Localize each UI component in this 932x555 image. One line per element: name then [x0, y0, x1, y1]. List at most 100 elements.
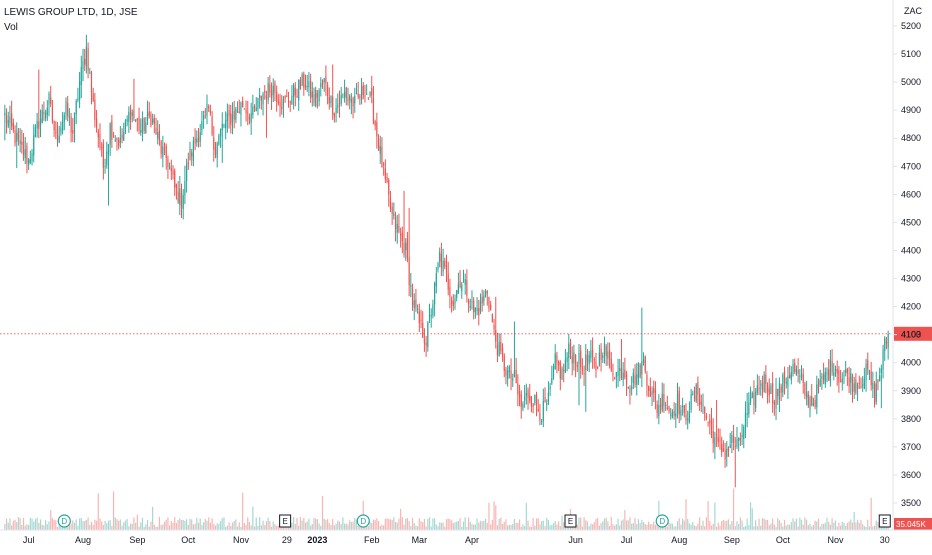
- candle-body: [46, 107, 48, 115]
- volume-bar: [648, 521, 650, 530]
- volume-bar: [709, 520, 711, 530]
- candle-body: [16, 132, 18, 142]
- volume-bar: [738, 523, 740, 530]
- volume-bar: [590, 523, 592, 530]
- volume-bar: [841, 521, 843, 530]
- volume-bar: [846, 522, 848, 530]
- candle-body: [462, 281, 465, 283]
- volume-bar: [811, 526, 813, 530]
- candle-body: [755, 391, 757, 409]
- candle-body: [440, 253, 443, 268]
- candle-body: [622, 372, 624, 380]
- volume-bar: [442, 522, 444, 530]
- volume-bar: [253, 526, 256, 530]
- candle-body: [328, 96, 330, 104]
- volume-bar: [267, 517, 269, 530]
- candle-body: [783, 370, 786, 383]
- candle-body: [503, 355, 505, 371]
- candle-body: [73, 112, 76, 133]
- volume-bar: [749, 502, 752, 530]
- candle-body: [612, 373, 614, 376]
- volume-bar: [313, 517, 315, 530]
- candle-body: [99, 133, 101, 148]
- candle-body: [501, 347, 504, 356]
- candle-body: [838, 370, 840, 384]
- candle-body: [420, 319, 422, 321]
- earnings-marker[interactable]: [878, 514, 891, 528]
- earnings-marker[interactable]: [564, 514, 577, 528]
- volume-bar: [22, 518, 25, 530]
- chart-title: LEWIS GROUP LTD, 1D, JSE: [4, 7, 138, 18]
- volume-bar: [265, 521, 268, 530]
- volume-bar: [138, 526, 140, 530]
- volume-bar: [320, 525, 322, 530]
- chart-legend: LEWIS GROUP LTD, 1D, JSE Vol: [4, 5, 138, 35]
- volume-bar: [525, 502, 527, 530]
- volume-bar: [467, 517, 470, 530]
- dividend-marker[interactable]: [655, 514, 669, 528]
- x-tick-label: Feb: [364, 535, 380, 545]
- x-tick-label: Sep: [724, 535, 740, 545]
- volume-bar: [354, 518, 356, 530]
- volume-bar: [520, 526, 522, 530]
- candle-body: [799, 375, 801, 377]
- earnings-marker[interactable]: [279, 514, 292, 528]
- volume-bar: [406, 518, 409, 530]
- candle-body: [880, 368, 882, 373]
- volume-bar: [383, 525, 385, 530]
- candle-body: [834, 369, 837, 372]
- volume-bar: [38, 522, 40, 530]
- candle-body: [659, 404, 662, 408]
- volume-bar: [799, 517, 801, 530]
- candle-body: [189, 148, 191, 161]
- candle-body: [84, 58, 86, 65]
- candle-body: [394, 216, 397, 230]
- volume-bar: [462, 521, 465, 530]
- volume-bar: [213, 523, 215, 530]
- volume-bar: [107, 520, 110, 530]
- dividend-marker[interactable]: [57, 514, 71, 528]
- candle-body: [393, 213, 395, 217]
- candle-body: [104, 165, 106, 168]
- candle-body: [197, 136, 200, 143]
- candle-body: [152, 118, 154, 123]
- candle-body: [648, 386, 650, 391]
- volume-bar: [417, 526, 419, 530]
- volume-bar: [602, 521, 604, 530]
- candle-body: [546, 403, 548, 405]
- volume-bar: [255, 517, 257, 530]
- volume-bar: [831, 518, 833, 530]
- candle-body: [863, 378, 865, 389]
- candle-body: [92, 93, 94, 101]
- candle-body: [53, 120, 55, 131]
- volume-bar: [260, 525, 262, 530]
- candle-body: [172, 170, 174, 175]
- volume-bar: [863, 526, 865, 530]
- volume-bar: [408, 521, 410, 530]
- volume-bar: [432, 518, 434, 530]
- volume-bar: [620, 520, 623, 530]
- candle-body: [422, 322, 424, 338]
- volume-bar: [850, 519, 852, 530]
- candle-body: [106, 151, 108, 166]
- candle-body: [233, 110, 235, 120]
- candle-body: [687, 418, 689, 421]
- candle-body: [839, 381, 842, 383]
- volume-bar: [95, 520, 98, 530]
- volume-bar: [146, 519, 149, 530]
- candle-body: [688, 411, 691, 423]
- volume-bar: [845, 525, 847, 530]
- volume-bar: [90, 521, 93, 530]
- candle-body: [556, 355, 558, 363]
- earnings-marker-label: E: [568, 517, 573, 526]
- candle-body: [505, 369, 507, 376]
- candle-body: [359, 96, 361, 99]
- dividend-marker[interactable]: [356, 514, 370, 528]
- volume-bar: [141, 517, 144, 530]
- candle-body: [770, 385, 772, 394]
- volume-bar: [687, 518, 689, 530]
